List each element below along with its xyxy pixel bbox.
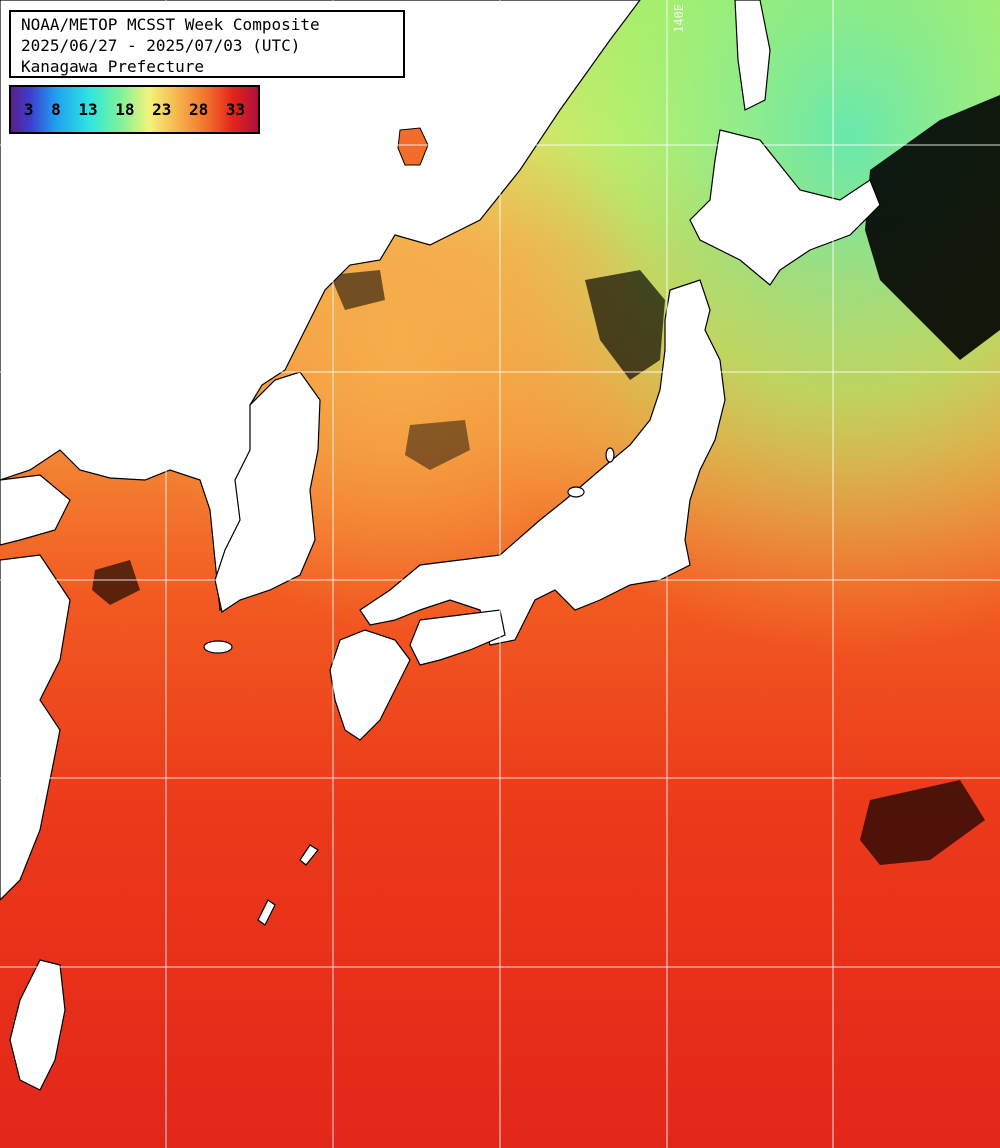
scale-tick-18: 18 [115,100,135,119]
shandong-peninsula [0,474,71,546]
taiwan [9,959,66,1091]
map-title-box: NOAA/METOP MCSST Week Composite 2025/06/… [9,10,405,78]
scale-tick-13: 13 [78,100,98,119]
longitude-label: 140E [672,4,686,33]
ryukyu-islands [257,899,276,926]
scale-tick-3: 3 [23,100,34,119]
scale-tick-8: 8 [51,100,61,119]
land-masses [0,0,881,1091]
hokkaido [689,129,881,286]
sado-island [567,486,585,498]
jeju-island [203,640,233,654]
lake-marker [397,127,429,166]
title-publisher: Kanagawa Prefecture [21,57,205,76]
china-coast [0,554,71,901]
small-island [605,447,615,463]
temperature-color-scale: 3 8 13 18 23 28 33 [9,85,260,134]
korean-peninsula [214,371,321,613]
amami-islands [299,844,319,866]
scale-tick-33: 33 [225,100,246,119]
title-date-range: 2025/06/27 - 2025/07/03 (UTC) [21,36,301,55]
scale-tick-28: 28 [189,100,209,119]
sakhalin [734,0,771,111]
scale-tick-23: 23 [152,100,172,119]
title-product: NOAA/METOP MCSST Week Composite [21,15,320,34]
latitude-label: 30N [18,760,40,774]
shikoku [409,609,506,666]
